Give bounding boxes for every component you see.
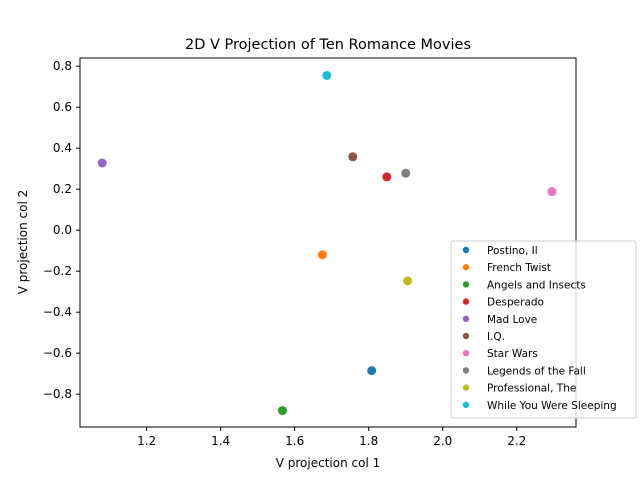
legend-label: Angels and Insects — [487, 279, 586, 291]
data-point — [382, 172, 392, 182]
y-tick-label: 0.6 — [53, 100, 72, 114]
data-point — [403, 276, 413, 286]
legend-label: Postino, Il — [487, 245, 538, 257]
data-point — [348, 152, 358, 162]
legend-marker — [462, 281, 470, 288]
legend-marker — [462, 367, 470, 374]
legend-label: Professional, The — [487, 383, 576, 395]
data-point — [322, 70, 332, 80]
data-point — [401, 168, 411, 178]
data-point — [317, 250, 327, 260]
legend-marker — [462, 298, 470, 305]
x-axis: 1.2 1.4 1.6 1.8 2.0 2.2 — [137, 427, 526, 448]
x-tick-label: 2.2 — [507, 434, 526, 448]
x-tick-label: 2.0 — [433, 434, 452, 448]
y-axis: −0.8 −0.6 −0.4 −0.2 0.0 0.2 0.4 0.6 0.8 — [43, 59, 80, 401]
data-point — [547, 187, 557, 197]
legend: Postino, Il French Twist Angels and Insect… — [450, 240, 637, 419]
x-tick-label: 1.6 — [285, 434, 304, 448]
legend-marker — [462, 264, 470, 271]
legend-box — [450, 240, 637, 419]
points-layer — [97, 70, 557, 416]
x-tick-label: 1.4 — [211, 434, 230, 448]
legend-label: While You Were Sleeping — [487, 400, 617, 412]
legend-label: Desperado — [487, 297, 544, 309]
data-point — [367, 366, 377, 376]
y-tick-label: −0.4 — [43, 305, 72, 319]
y-tick-label: 0.8 — [53, 59, 72, 73]
y-tick-label: −0.2 — [43, 264, 72, 278]
chart-title: 2D V Projection of Ten Romance Movies — [185, 37, 471, 53]
y-tick-label: 0.4 — [53, 141, 72, 155]
y-tick-label: 0.2 — [53, 182, 72, 196]
legend-marker — [462, 401, 470, 408]
legend-label: Legends of the Fall — [487, 365, 586, 377]
y-axis-label: V projection col 2 — [16, 190, 30, 295]
x-axis-label: V projection col 1 — [276, 456, 381, 470]
legend-marker — [462, 246, 470, 254]
legend-marker — [462, 384, 470, 391]
y-tick-label: 0.0 — [53, 223, 72, 237]
legend-label: French Twist — [487, 262, 551, 274]
data-point — [97, 158, 107, 168]
legend-marker — [462, 350, 470, 357]
y-tick-label: −0.6 — [43, 346, 72, 360]
x-tick-label: 1.8 — [359, 434, 378, 448]
legend-label: I.Q. — [487, 331, 505, 343]
y-tick-label: −0.8 — [43, 387, 72, 401]
x-tick-label: 1.2 — [137, 434, 156, 448]
legend-label: Mad Love — [487, 314, 537, 326]
legend-label: Star Wars — [487, 348, 538, 360]
legend-marker — [462, 332, 470, 340]
legend-marker — [462, 315, 470, 322]
data-point — [277, 406, 287, 416]
